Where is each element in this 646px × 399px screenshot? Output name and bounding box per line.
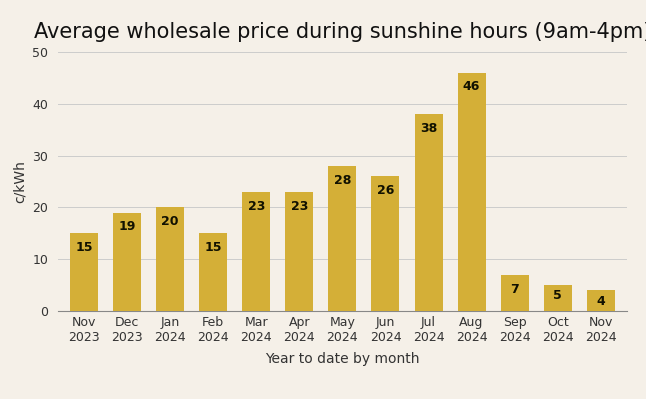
Text: 15: 15 (75, 241, 93, 254)
Y-axis label: c/kWh: c/kWh (13, 160, 27, 203)
Text: 26: 26 (377, 184, 394, 197)
Bar (70, 233, 98, 311)
Text: 20: 20 (162, 215, 179, 228)
Bar (371, 176, 399, 311)
Text: 38: 38 (420, 122, 437, 135)
Bar (328, 166, 357, 311)
Bar (199, 233, 227, 311)
Title: Average wholesale price during sunshine hours (9am-4pm): Average wholesale price during sunshine … (34, 22, 646, 42)
X-axis label: Year to date by month: Year to date by month (265, 352, 420, 366)
Text: 23: 23 (247, 200, 265, 213)
Bar (501, 275, 528, 311)
Text: 5: 5 (554, 289, 562, 302)
Text: 28: 28 (334, 174, 351, 187)
Text: 19: 19 (118, 220, 136, 233)
Bar (156, 207, 184, 311)
Text: 4: 4 (596, 294, 605, 308)
Text: 7: 7 (510, 283, 519, 296)
Text: 15: 15 (204, 241, 222, 254)
Bar (587, 290, 615, 311)
Bar (415, 114, 443, 311)
Bar (457, 73, 486, 311)
Bar (113, 213, 141, 311)
Bar (242, 192, 270, 311)
Bar (544, 285, 572, 311)
Text: 23: 23 (291, 200, 308, 213)
Bar (286, 192, 313, 311)
Text: 46: 46 (463, 81, 480, 93)
